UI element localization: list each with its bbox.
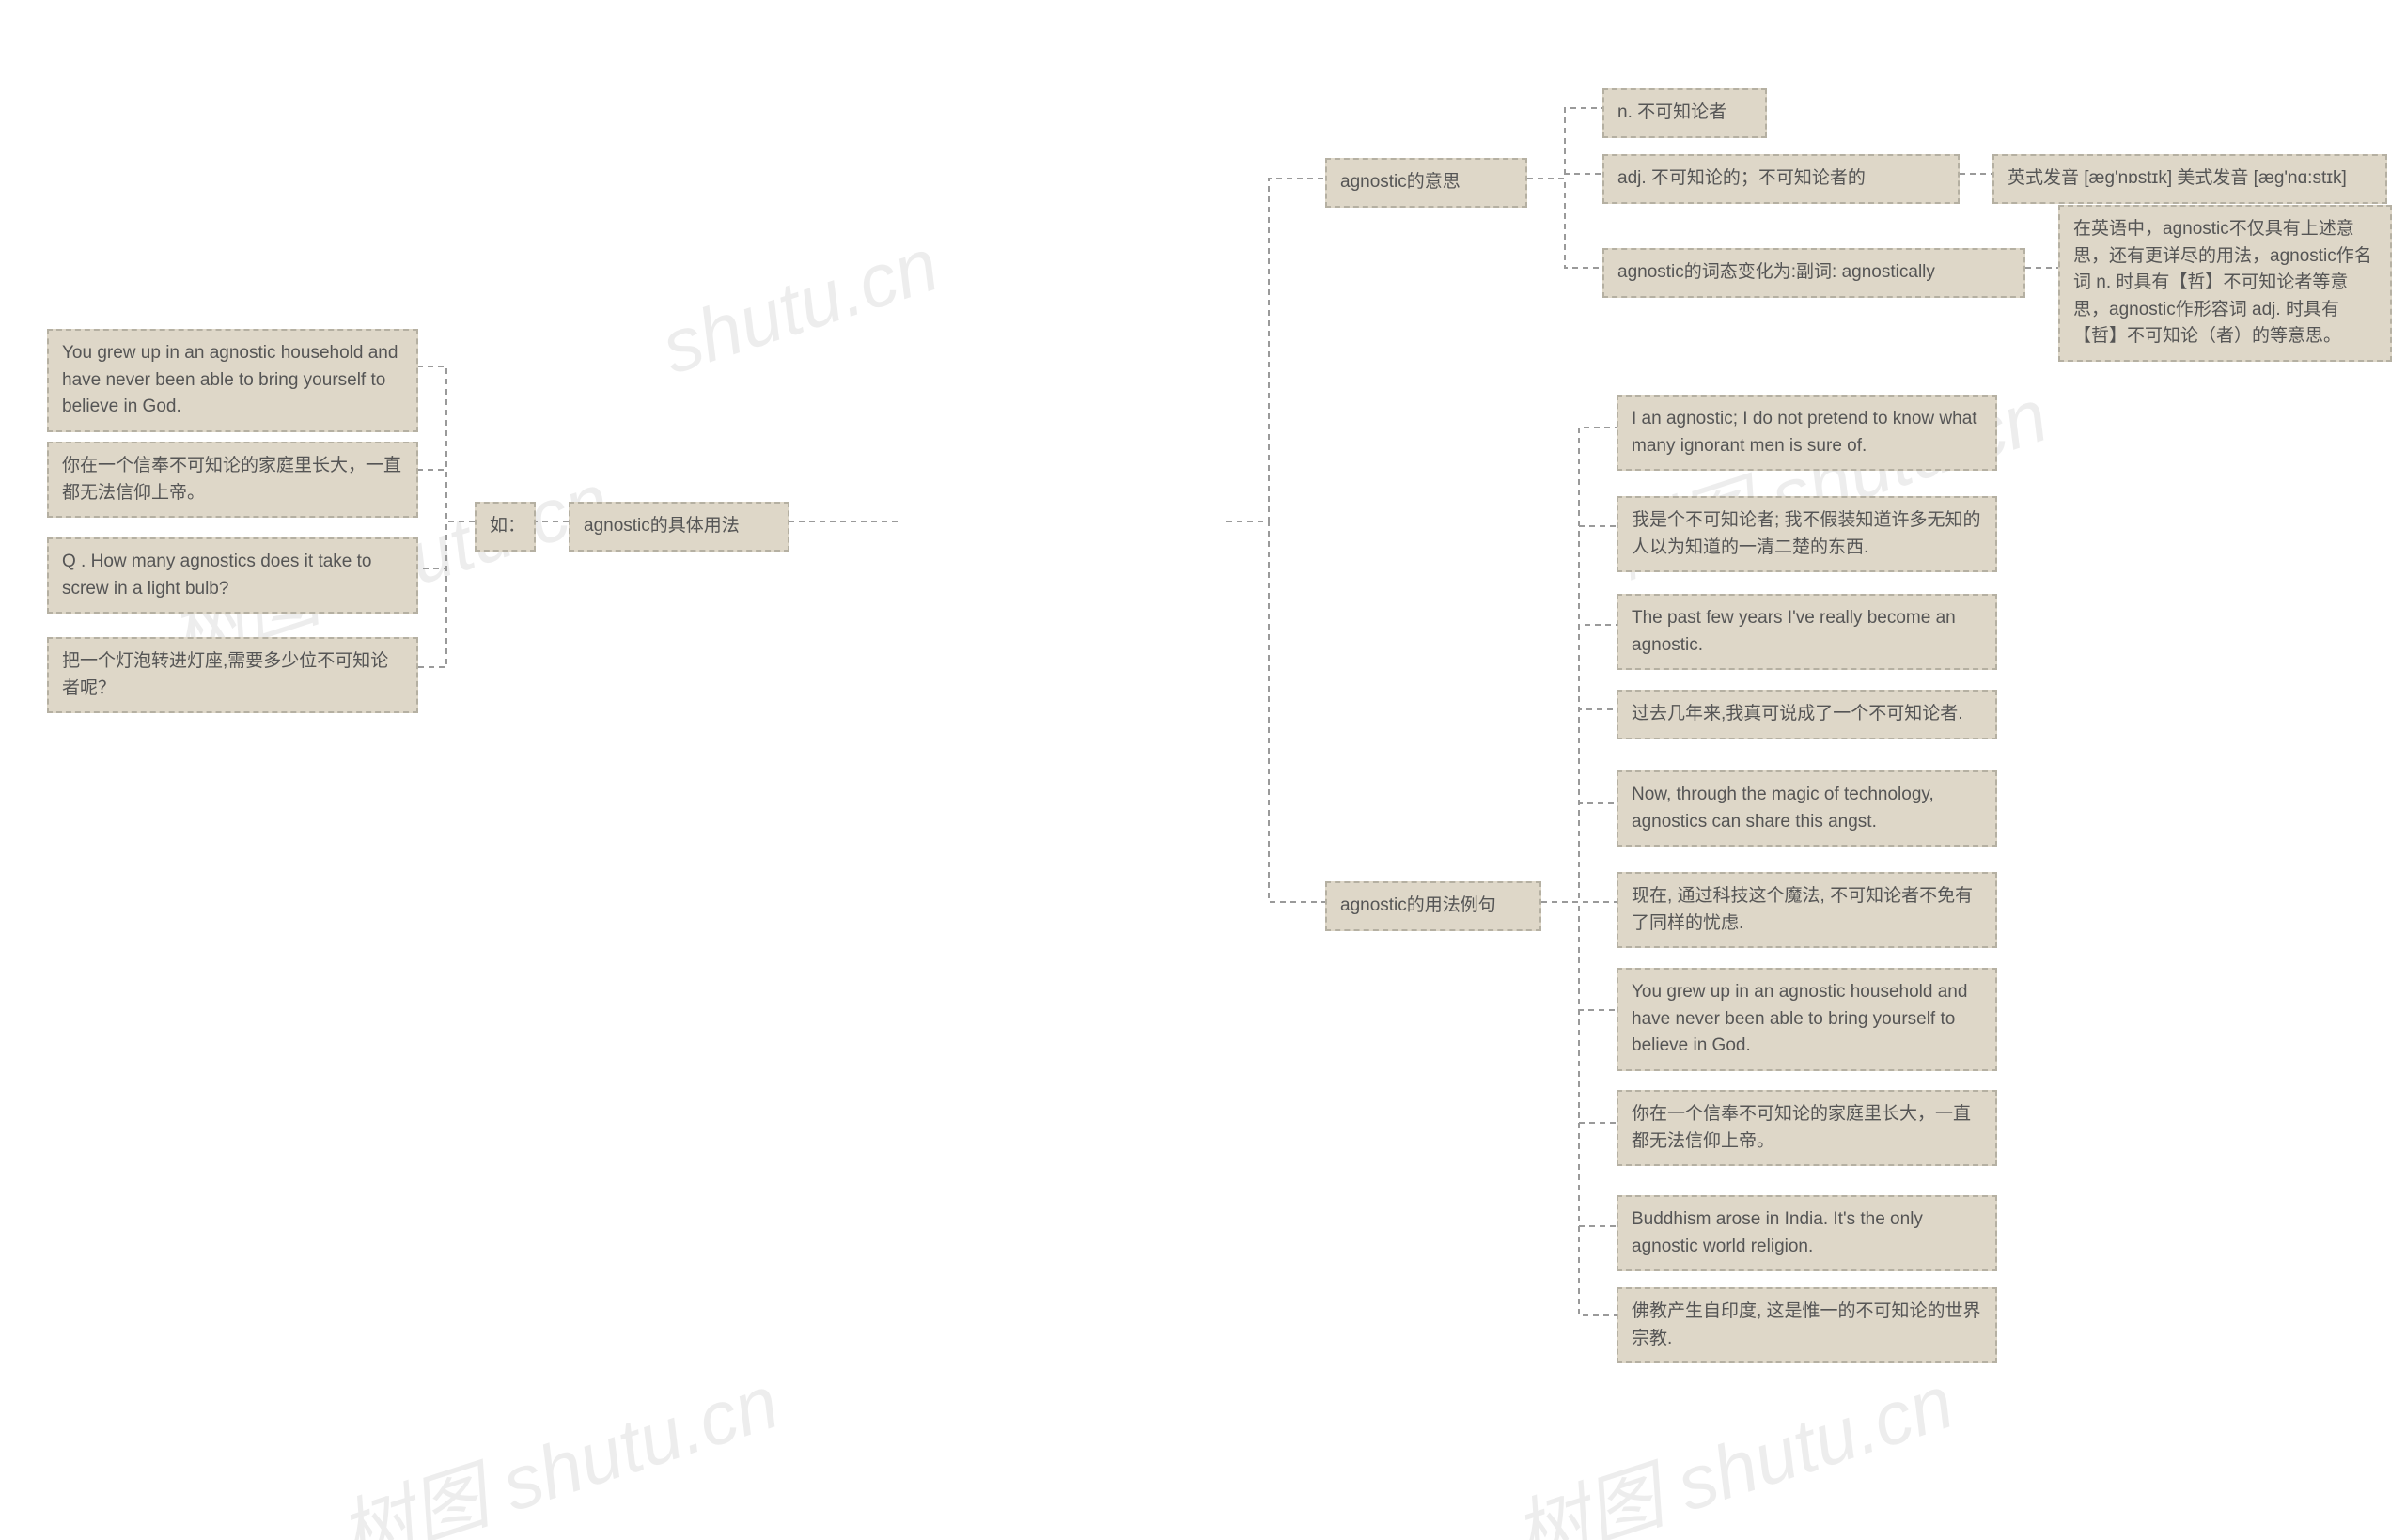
connector-lines [0, 0, 2406, 1540]
watermark: 树图 shutu.cn [1498, 1342, 1965, 1540]
node-examples[interactable]: agnostic的用法例句 [1325, 881, 1541, 931]
mindmap-canvas: shutu.cn 树图 shutu.cn 树图 shutu.cn 树图 shut… [0, 0, 2406, 1540]
node-meaning-adv-sub[interactable]: 在英语中，agnostic不仅具有上述意思，还有更详尽的用法，agnostic作… [2058, 205, 2392, 362]
example-item[interactable]: 现在, 通过科技这个魔法, 不可知论者不免有了同样的忧虑. [1617, 872, 1997, 948]
node-usage[interactable]: agnostic的具体用法 [569, 502, 789, 552]
root-node[interactable]: agnostic的用法总结大全 [898, 498, 1226, 547]
left-example-item[interactable]: 把一个灯泡转进灯座,需要多少位不可知论者呢？ [47, 637, 418, 713]
node-ru[interactable]: 如： [475, 502, 536, 552]
root-label: agnostic的用法总结大全 [931, 516, 1194, 544]
watermark: 树图 shutu.cn [323, 1342, 790, 1540]
example-item[interactable]: Now, through the magic of technology, ag… [1617, 770, 1997, 847]
example-item[interactable]: 过去几年来,我真可说成了一个不可知论者. [1617, 690, 1997, 739]
left-example-item[interactable]: Q . How many agnostics does it take to s… [47, 537, 418, 614]
node-meaning-n[interactable]: n. 不可知论者 [1602, 88, 1767, 138]
example-item[interactable]: I an agnostic; I do not pretend to know … [1617, 395, 1997, 471]
node-meaning-adj-sub[interactable]: 英式发音 [æg'nɒstɪk] 美式发音 [æg'nɑ:stɪk] [1992, 154, 2387, 204]
left-example-item[interactable]: 你在一个信奉不可知论的家庭里长大，一直都无法信仰上帝。 [47, 442, 418, 518]
example-item[interactable]: 我是个不可知论者; 我不假装知道许多无知的人以为知道的一清二楚的东西. [1617, 496, 1997, 572]
node-meaning-adv[interactable]: agnostic的词态变化为:副词: agnostically [1602, 248, 2025, 298]
example-item[interactable]: Buddhism arose in India. It's the only a… [1617, 1195, 1997, 1271]
node-meaning[interactable]: agnostic的意思 [1325, 158, 1527, 208]
example-item[interactable]: You grew up in an agnostic household and… [1617, 968, 1997, 1071]
node-meaning-adj[interactable]: adj. 不可知论的；不可知论者的 [1602, 154, 1960, 204]
left-example-item[interactable]: You grew up in an agnostic household and… [47, 329, 418, 432]
example-item[interactable]: 佛教产生自印度, 这是惟一的不可知论的世界宗教. [1617, 1287, 1997, 1363]
example-item[interactable]: The past few years I've really become an… [1617, 594, 1997, 670]
example-item[interactable]: 你在一个信奉不可知论的家庭里长大，一直都无法信仰上帝。 [1617, 1090, 1997, 1166]
watermark: shutu.cn [651, 222, 948, 392]
